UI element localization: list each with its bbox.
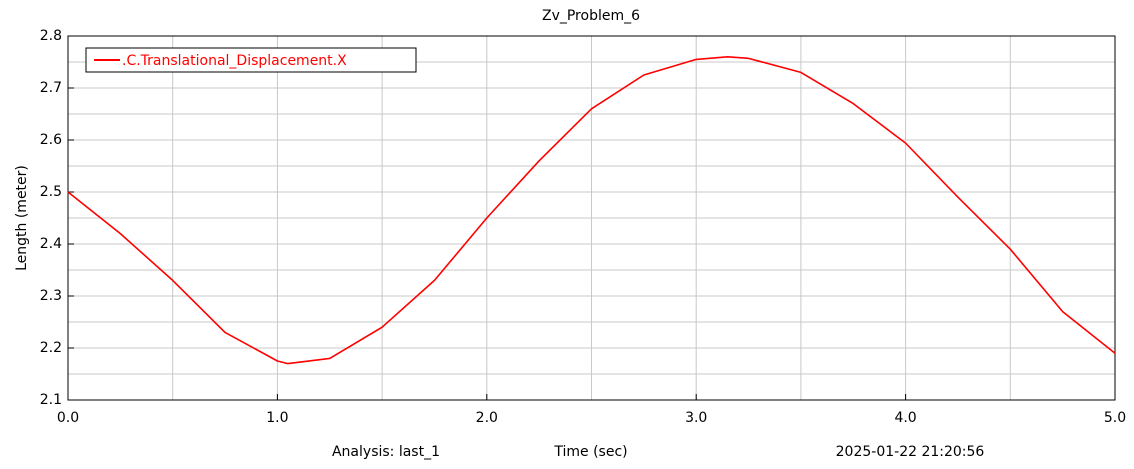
y-tick-label: 2.6: [40, 132, 62, 148]
x-axis-label: Time (sec): [553, 444, 627, 460]
y-tick-label: 2.4: [40, 236, 62, 252]
plot-frame: [67, 35, 1116, 401]
y-tick-label: 2.8: [40, 28, 62, 44]
series-line: [67, 56, 1116, 365]
x-tick-label: 5.0: [1104, 410, 1126, 426]
x-tick-label: 1.0: [266, 410, 288, 426]
legend-label: .C.Translational_Displacement.X: [122, 53, 347, 69]
y-tick-label: 2.1: [40, 392, 62, 408]
y-axis-label: Length (meter): [14, 165, 30, 271]
chart-title: Zv_Problem_6: [542, 8, 640, 24]
y-tick-label: 2.2: [40, 340, 62, 356]
legend-box: [85, 47, 417, 73]
x-tick-label: 0.0: [57, 410, 79, 426]
analysis-label: Analysis: last_1: [332, 444, 440, 460]
timestamp: 2025-01-22 21:20:56: [836, 444, 985, 460]
x-tick-label: 2.0: [476, 410, 498, 426]
x-tick-label: 3.0: [685, 410, 707, 426]
y-tick-label: 2.7: [40, 80, 62, 96]
y-tick-label: 2.5: [40, 184, 62, 200]
x-tick-label: 4.0: [894, 410, 916, 426]
y-tick-label: 2.3: [40, 288, 62, 304]
